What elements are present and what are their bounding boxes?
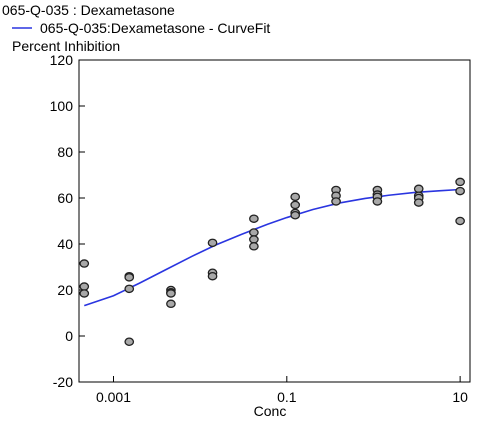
y-tick-label: 0: [65, 328, 73, 344]
data-point: [124, 273, 135, 282]
data-point: [290, 200, 301, 210]
data-point: [290, 192, 301, 202]
y-tick-label: 80: [57, 144, 73, 160]
axes-layer: -20 0 20 40 60 80 100 120 0.001 0.1 10: [50, 52, 468, 405]
data-point: [124, 284, 135, 294]
data-point: [124, 337, 135, 346]
data-point: [413, 184, 424, 194]
data-point: [249, 214, 259, 223]
legend-fit-entry: 065-Q-035:Dexametasone - CurveFit: [40, 20, 270, 36]
data-point: [249, 228, 259, 237]
data-point: [249, 235, 259, 244]
x-tick-label: 10: [452, 389, 468, 405]
data-point: [166, 289, 176, 298]
points-layer: [79, 177, 465, 346]
data-point: [455, 177, 465, 187]
data-point: [207, 238, 218, 248]
x-tick-label: 0.1: [277, 389, 297, 405]
data-point: [455, 186, 465, 196]
fit-curve-line: [84, 188, 461, 307]
y-axis-label: Percent Inhibition: [12, 38, 120, 54]
plot-frame: [78, 59, 471, 383]
legend-data-entry: 065-Q-035 : Dexametasone: [2, 2, 175, 18]
curve-layer: [84, 188, 461, 307]
y-tick-label: 60: [57, 190, 73, 206]
data-point: [413, 198, 424, 207]
data-point: [290, 210, 301, 220]
x-tick-label: 0.001: [96, 389, 131, 405]
data-point: [79, 282, 90, 291]
data-point: [331, 197, 341, 206]
data-point: [79, 259, 90, 268]
data-point: [79, 289, 90, 298]
y-tick-label: 20: [57, 282, 73, 298]
data-point: [372, 197, 383, 206]
data-point: [455, 216, 465, 226]
data-point: [249, 242, 259, 251]
data-point: [207, 271, 218, 281]
x-axis-label: Conc: [254, 403, 287, 419]
y-tick-label: 100: [50, 98, 74, 114]
y-tick-label: -20: [53, 374, 73, 390]
data-point: [166, 299, 176, 309]
y-tick-label: 40: [57, 236, 73, 252]
y-tick-label: 120: [50, 52, 74, 68]
